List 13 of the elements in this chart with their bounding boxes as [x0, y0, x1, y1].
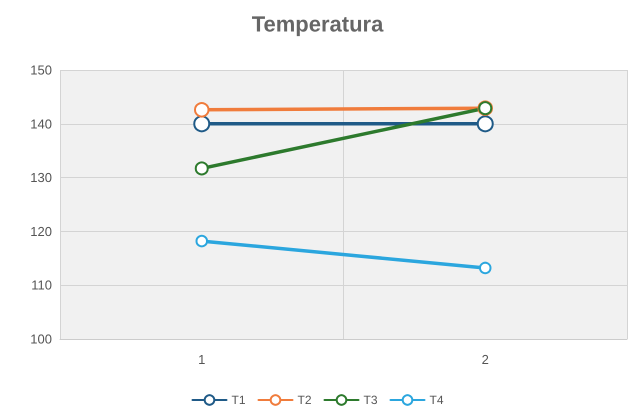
x-tick-label: 2 — [482, 352, 489, 367]
y-tick-label: 100 — [30, 332, 52, 346]
legend-label: T3 — [364, 393, 378, 407]
y-tick-label: 130 — [30, 170, 52, 186]
y-tick-label: 120 — [30, 224, 52, 239]
x-tick-label: 1 — [198, 352, 206, 367]
legend-label: T2 — [297, 393, 312, 407]
legend-label: T1 — [231, 393, 246, 407]
chart-title: Temperatura — [252, 12, 384, 36]
y-tick-label: 140 — [30, 116, 52, 132]
y-tick-label: 110 — [31, 278, 52, 293]
y-tick-label: 150 — [30, 62, 52, 78]
legend-label: T4 — [430, 393, 444, 407]
